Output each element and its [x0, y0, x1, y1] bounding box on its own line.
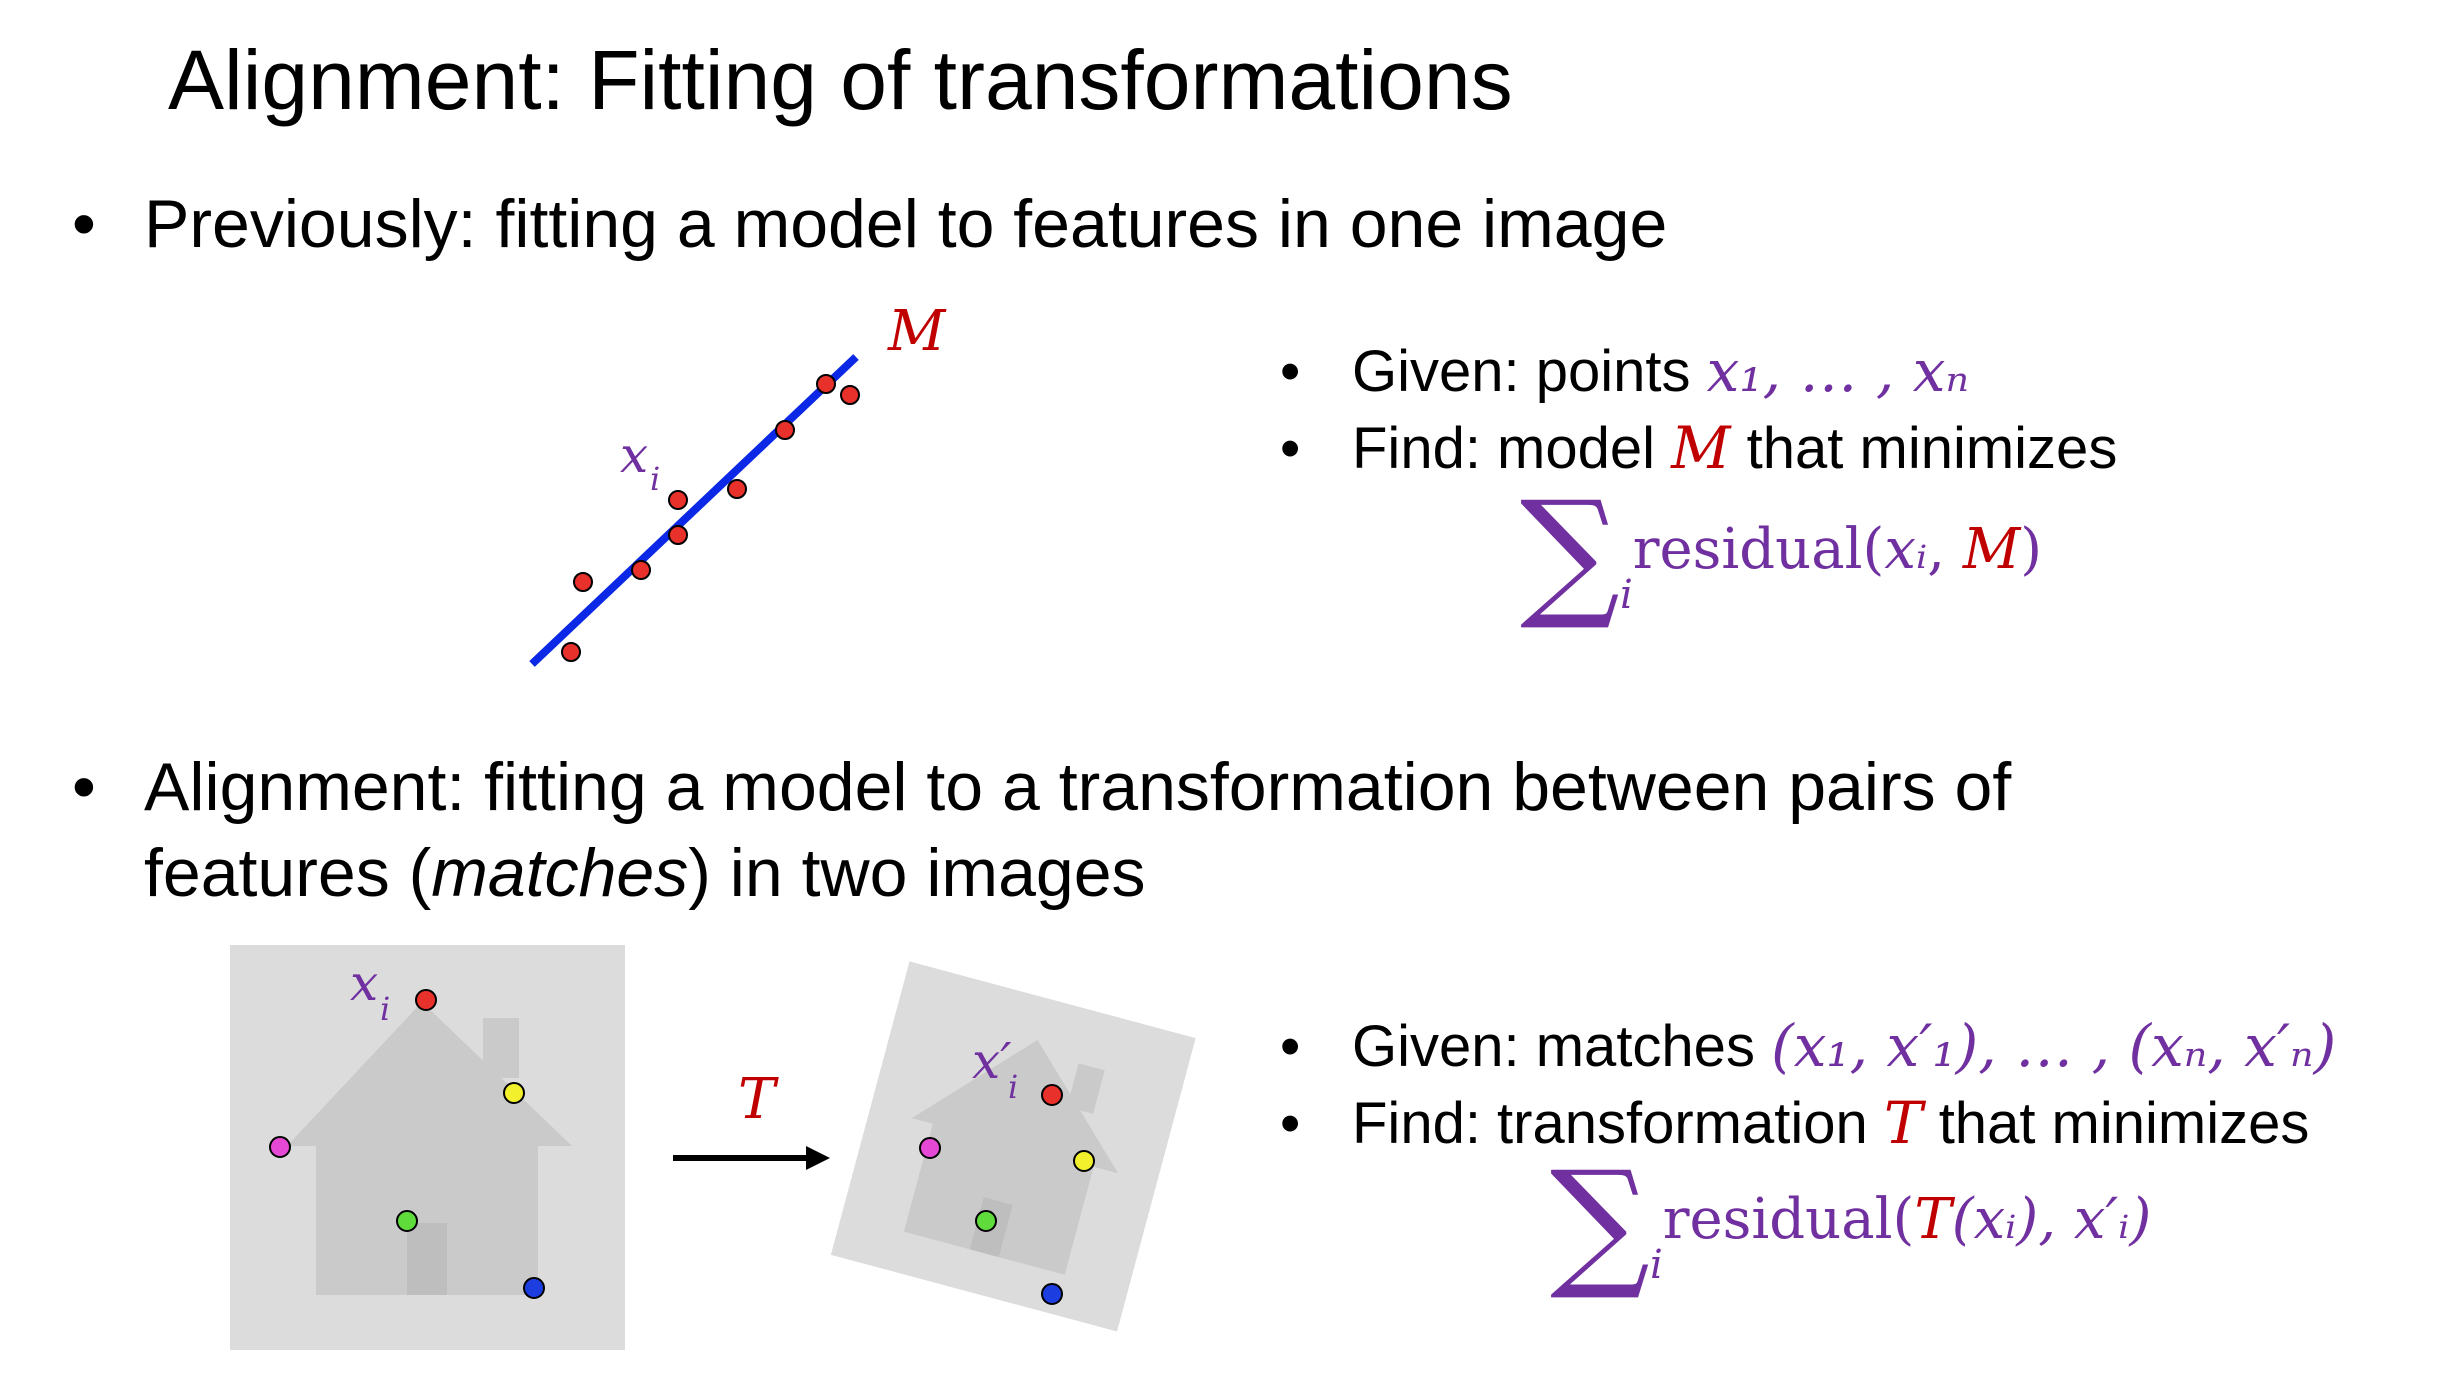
keypoint-red [1041, 1084, 1063, 1106]
model-label: M [887, 299, 947, 364]
sum-symbol: ∑ [1520, 471, 1620, 635]
bullet-marker: • [72, 749, 96, 825]
fit-find: • Find: model M that minimizes [1280, 414, 2118, 482]
roof [911, 1039, 1119, 1174]
door [407, 1223, 447, 1295]
align-transform-var: T [1883, 1089, 1923, 1157]
keypoint-yellow [1073, 1150, 1095, 1172]
line-fit-figure: M x i [529, 299, 947, 667]
chimney [1066, 1063, 1105, 1114]
data-point [668, 525, 688, 545]
align-given: • Given: matches (x₁, x′₁), … , (xₙ, x′ₙ) [1280, 1012, 2337, 1080]
slide-title: Alignment: Fitting of transformations [168, 33, 1513, 127]
data-point [668, 490, 688, 510]
sum-symbol: ∑ [1550, 1141, 1650, 1305]
house-body [903, 1123, 1094, 1275]
xi-label: x [350, 954, 378, 1012]
matches-emphasis: matches [431, 835, 689, 911]
keypoint-magenta [269, 1136, 291, 1158]
bullet-previously: • Previously: fitting a model to features… [72, 182, 1667, 266]
arrow-head [806, 1146, 830, 1170]
keypoint-red [415, 989, 437, 1011]
align-find: • Find: transformation T that minimizes [1280, 1089, 2310, 1157]
data-point [840, 385, 860, 405]
xpi-label-sub: i [1008, 1068, 1018, 1106]
point-label-sub: i [650, 460, 660, 498]
data-point [561, 642, 581, 662]
bullet-alignment-line1: Alignment: fitting a model to a transfor… [144, 749, 2012, 825]
source-image: x i [230, 945, 625, 1350]
align-objective: ∑iresidual(T(xᵢ), x′ᵢ) [1550, 1141, 2152, 1305]
bullet-previously-text: Previously: fitting a model to features … [144, 186, 1668, 262]
bullet-alignment-line2: features (matches) in two images [144, 835, 1146, 911]
data-point [573, 572, 593, 592]
xpi-label: x′ [972, 1032, 1012, 1090]
roof [287, 1002, 572, 1146]
data-point [775, 420, 795, 440]
align-given-matches: (x₁, x′₁), … , (xₙ, x′ₙ) [1771, 1012, 2337, 1080]
keypoint-blue [1041, 1283, 1063, 1305]
keypoint-blue [523, 1277, 545, 1299]
keypoint-yellow [503, 1082, 525, 1104]
transformed-image [830, 961, 1196, 1332]
point-label: x [620, 426, 648, 484]
data-point [816, 374, 836, 394]
model-line [529, 354, 859, 667]
transformed-keypoints [919, 1084, 1095, 1305]
fit-model-var: M [1671, 414, 1731, 482]
bullet-alignment: • Alignment: fitting a model to a transfo… [72, 745, 2011, 829]
fit-objective: ∑iresidual(xᵢ, M) [1520, 471, 2043, 635]
bullet-marker: • [72, 186, 96, 262]
xi-label-sub: i [380, 990, 390, 1028]
data-point [727, 479, 747, 499]
data-point [631, 560, 651, 580]
keypoint-green [396, 1210, 418, 1232]
fit-given-points: x₁, … , xₙ [1706, 337, 1969, 405]
fit-given: • Given: points x₁, … , xₙ [1280, 337, 1969, 405]
transform-label: T [738, 1067, 779, 1132]
transform-arrow: T [673, 1067, 830, 1170]
keypoint-green [975, 1210, 997, 1232]
keypoint-magenta [919, 1137, 941, 1159]
